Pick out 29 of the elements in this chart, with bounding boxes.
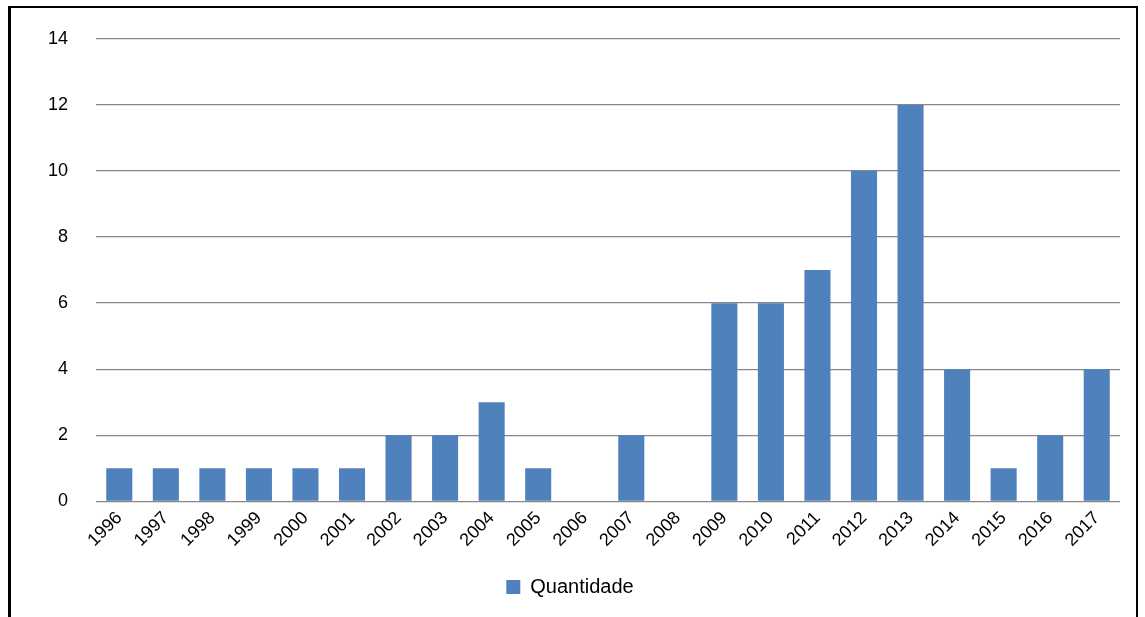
y-tick-label: 6: [58, 292, 69, 313]
bar: [199, 468, 226, 501]
y-tick-label: 4: [58, 358, 69, 379]
y-tick-label: 8: [58, 226, 69, 247]
bar: [1083, 369, 1110, 501]
bar: [338, 468, 366, 501]
y-tick-label: 0: [58, 490, 69, 511]
bar: [245, 468, 272, 501]
bar: [990, 468, 1017, 501]
bar: [432, 435, 459, 501]
bar: [850, 170, 878, 501]
y-tick-label: 2: [58, 424, 69, 445]
bar: [525, 468, 552, 501]
bar: [804, 270, 831, 501]
bar: [385, 435, 412, 501]
bar: [478, 402, 505, 501]
y-tick-label: 10: [47, 159, 69, 180]
bar: [152, 468, 179, 501]
y-tick-label: 14: [47, 27, 69, 48]
bar: [757, 303, 784, 501]
bar: [1037, 435, 1064, 501]
bar: [897, 104, 924, 501]
bar: [711, 303, 738, 501]
bar: [106, 468, 133, 501]
legend-label: Quantidade: [530, 574, 634, 597]
bar: [292, 468, 319, 501]
bar: [944, 369, 971, 501]
bar: [618, 435, 645, 501]
y-tick-label: 12: [47, 93, 69, 114]
